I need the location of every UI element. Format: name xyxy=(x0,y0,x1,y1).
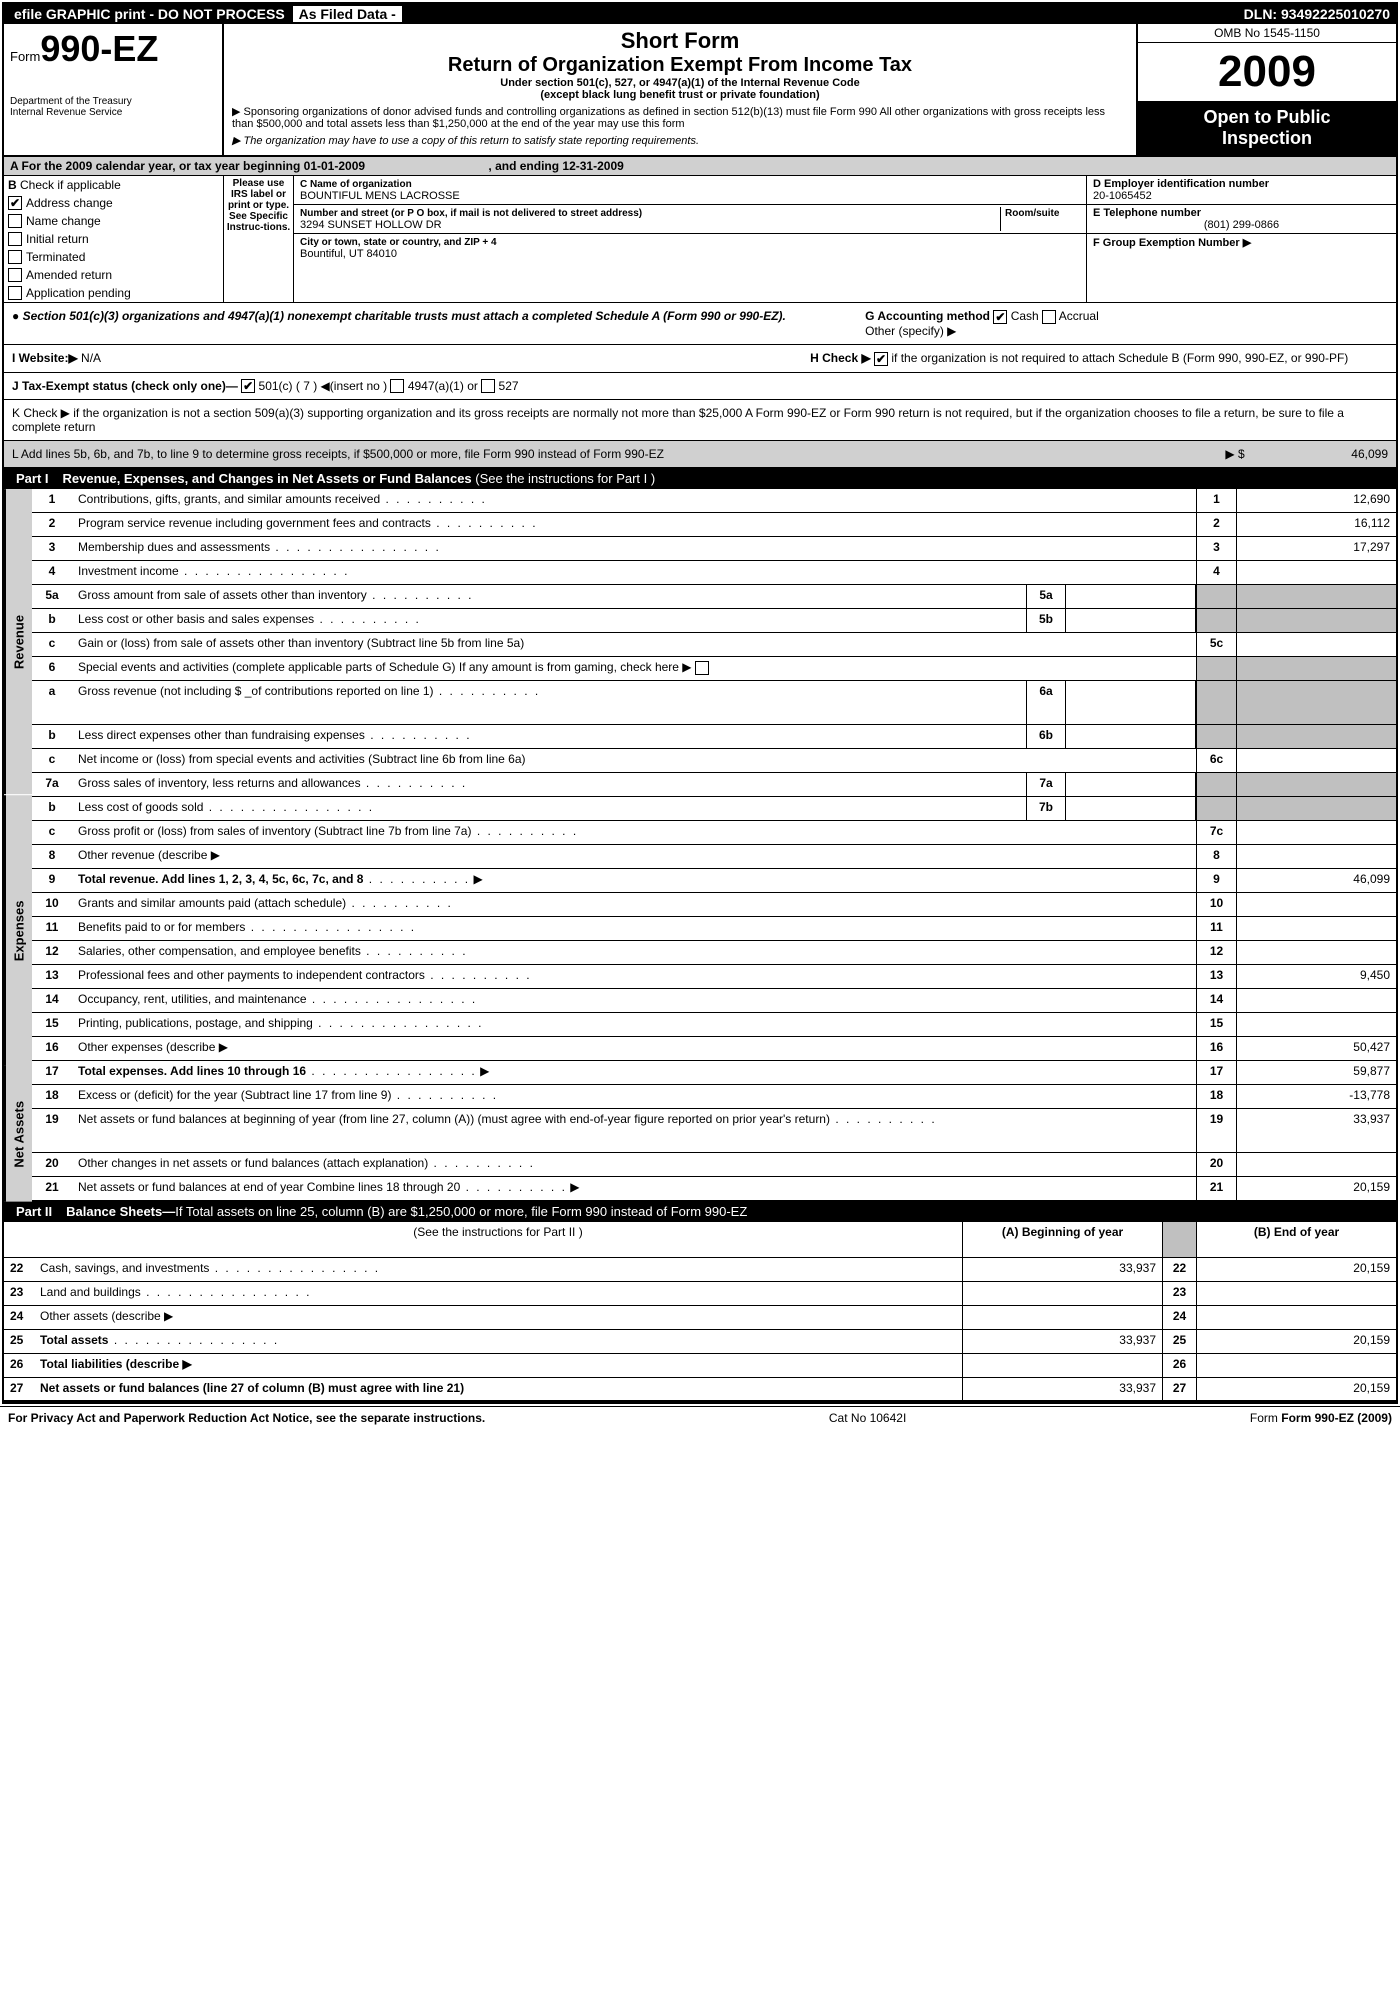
h-checkbox[interactable]: ✔ xyxy=(874,352,888,366)
privacy-notice: For Privacy Act and Paperwork Reduction … xyxy=(8,1411,485,1425)
check-terminated[interactable]: Terminated xyxy=(4,248,223,266)
22b: 20,159 xyxy=(1196,1258,1396,1281)
street: 3294 SUNSET HOLLOW DR xyxy=(300,219,442,231)
gaming-cb[interactable] xyxy=(695,661,709,675)
year-box: OMB No 1545-1150 2009 Open to Public Ins… xyxy=(1136,24,1396,155)
ein: 20-1065452 xyxy=(1093,190,1152,202)
part1-header: Part I Revenue, Expenses, and Changes in… xyxy=(4,468,1396,489)
line3-val: 17,297 xyxy=(1236,537,1396,560)
side-netassets: Net Assets xyxy=(4,1066,32,1202)
open-inspection: Open to Public Inspection xyxy=(1138,101,1396,155)
check-column: B Check if applicable ✔Address change Na… xyxy=(4,176,224,302)
l-val: 46,099 xyxy=(1248,447,1388,461)
line9-val: 46,099 xyxy=(1236,869,1396,892)
form-ref: Form Form 990-EZ (2009) xyxy=(1250,1411,1392,1425)
check-pending[interactable]: Application pending xyxy=(4,284,223,302)
irs-col: Please use IRS label or print or type. S… xyxy=(224,176,294,302)
check-name[interactable]: Name change xyxy=(4,212,223,230)
city: Bountiful, UT 84010 xyxy=(300,248,397,260)
side-expenses: Expenses xyxy=(4,795,32,1066)
note1: ▶ Sponsoring organizations of donor advi… xyxy=(232,105,1128,130)
note2: ▶ The organization may have to use a cop… xyxy=(232,134,1128,147)
name-col: C Name of organizationBOUNTIFUL MENS LAC… xyxy=(294,176,1086,302)
line1-val: 12,690 xyxy=(1236,489,1396,512)
dln: DLN: 93492225010270 xyxy=(1244,6,1390,22)
col-a-hdr: (A) Beginning of year xyxy=(962,1222,1162,1257)
22a: 33,937 xyxy=(962,1258,1162,1281)
line17-val: 59,877 xyxy=(1236,1061,1396,1084)
cash-checkbox[interactable]: ✔ xyxy=(993,310,1007,324)
line13-val: 9,450 xyxy=(1236,965,1396,988)
accrual-checkbox[interactable] xyxy=(1042,310,1056,324)
27a: 33,937 xyxy=(962,1378,1162,1400)
j-527-cb[interactable] xyxy=(481,379,495,393)
return-title: Return of Organization Exempt From Incom… xyxy=(232,54,1128,77)
part2-header: Part II Balance Sheets—If Total assets o… xyxy=(4,1201,1396,1222)
line19-val: 33,937 xyxy=(1236,1109,1396,1152)
short-form: Short Form xyxy=(232,28,1128,54)
dept2: Internal Revenue Service xyxy=(10,107,216,118)
website: N/A xyxy=(81,351,101,365)
sub1: Under section 501(c), 527, or 4947(a)(1)… xyxy=(232,77,1128,89)
form-page: efile GRAPHIC print - DO NOT PROCESS As … xyxy=(2,2,1398,1404)
check-initial[interactable]: Initial return xyxy=(4,230,223,248)
25a: 33,937 xyxy=(962,1330,1162,1353)
right-box: D Employer identification number20-10654… xyxy=(1086,176,1396,302)
check-address[interactable]: ✔Address change xyxy=(4,194,223,212)
cat-no: Cat No 10642I xyxy=(829,1411,906,1425)
line21-val: 20,159 xyxy=(1236,1177,1396,1200)
efile-text: efile GRAPHIC print - DO NOT PROCESS xyxy=(10,6,289,22)
section-501c3-note: ● Section 501(c)(3) organizations and 49… xyxy=(4,303,1396,345)
topbar: efile GRAPHIC print - DO NOT PROCESS As … xyxy=(4,4,1396,24)
j-501c-cb[interactable]: ✔ xyxy=(241,379,255,393)
omb: OMB No 1545-1150 xyxy=(1138,24,1396,43)
section-a: B Check if applicable ✔Address change Na… xyxy=(4,176,1396,303)
title-box: Short Form Return of Organization Exempt… xyxy=(224,24,1136,155)
asfiled: As Filed Data - xyxy=(293,6,402,22)
line2-val: 16,112 xyxy=(1236,513,1396,536)
check-amended[interactable]: Amended return xyxy=(4,266,223,284)
l-row: L Add lines 5b, 6b, and 7b, to line 9 to… xyxy=(4,441,1396,468)
form-number: 990-EZ xyxy=(40,28,158,69)
part1-body: Revenue Expenses Net Assets 1Contributio… xyxy=(4,489,1396,1201)
line16-val: 50,427 xyxy=(1236,1037,1396,1060)
line18-val: -13,778 xyxy=(1236,1085,1396,1108)
footer: For Privacy Act and Paperwork Reduction … xyxy=(0,1406,1400,1429)
27b: 20,159 xyxy=(1196,1378,1396,1400)
dept1: Department of the Treasury xyxy=(10,96,216,107)
sub2: (except black lung benefit trust or priv… xyxy=(232,89,1128,101)
side-revenue: Revenue xyxy=(4,489,32,794)
j-row: J Tax-Exempt status (check only one)— ✔ … xyxy=(4,373,1396,401)
25b: 20,159 xyxy=(1196,1330,1396,1353)
form-box: Form990-EZ Department of the Treasury In… xyxy=(4,24,224,155)
header: Form990-EZ Department of the Treasury In… xyxy=(4,24,1396,157)
line-a: A For the 2009 calendar year, or tax yea… xyxy=(4,157,1396,176)
form-prefix: Form xyxy=(10,49,40,64)
org-name: BOUNTIFUL MENS LACROSSE xyxy=(300,190,460,202)
year: 2009 xyxy=(1138,43,1396,101)
phone: (801) 299-0866 xyxy=(1093,219,1390,231)
j-4947-cb[interactable] xyxy=(390,379,404,393)
col-b-hdr: (B) End of year xyxy=(1196,1222,1396,1257)
website-row: I Website:▶ N/A H Check ▶ ✔ if the organ… xyxy=(4,345,1396,373)
k-row: K Check ▶ if the organization is not a s… xyxy=(4,400,1396,441)
